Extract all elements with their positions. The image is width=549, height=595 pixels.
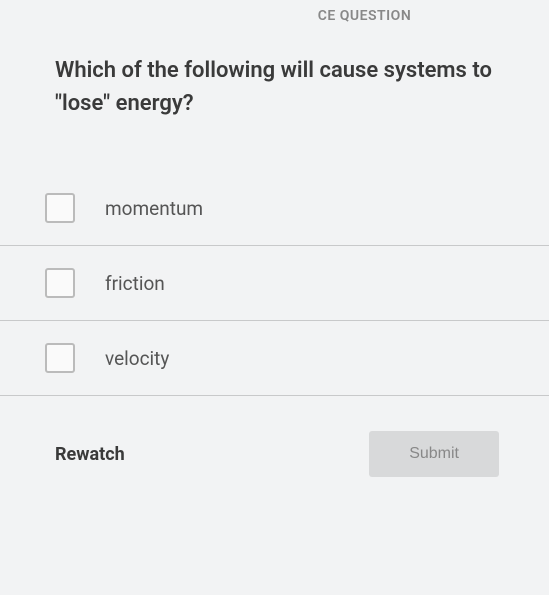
checkbox-icon[interactable] — [45, 343, 75, 373]
option-label: momentum — [105, 197, 203, 220]
question-type-label: CE QUESTION — [0, 0, 549, 24]
option-momentum[interactable]: momentum — [0, 170, 549, 246]
option-friction[interactable]: friction — [0, 246, 549, 321]
question-container: CE QUESTION Which of the following will … — [0, 0, 549, 595]
checkbox-icon[interactable] — [45, 268, 75, 298]
footer: Rewatch Submit — [0, 396, 549, 487]
option-label: friction — [105, 272, 165, 295]
checkbox-icon[interactable] — [45, 193, 75, 223]
options-list: momentum friction velocity — [0, 170, 549, 396]
option-label: velocity — [105, 347, 169, 370]
submit-button[interactable]: Submit — [369, 431, 499, 477]
rewatch-button[interactable]: Rewatch — [55, 444, 125, 465]
option-velocity[interactable]: velocity — [0, 321, 549, 396]
question-text: Which of the following will cause system… — [0, 24, 549, 170]
